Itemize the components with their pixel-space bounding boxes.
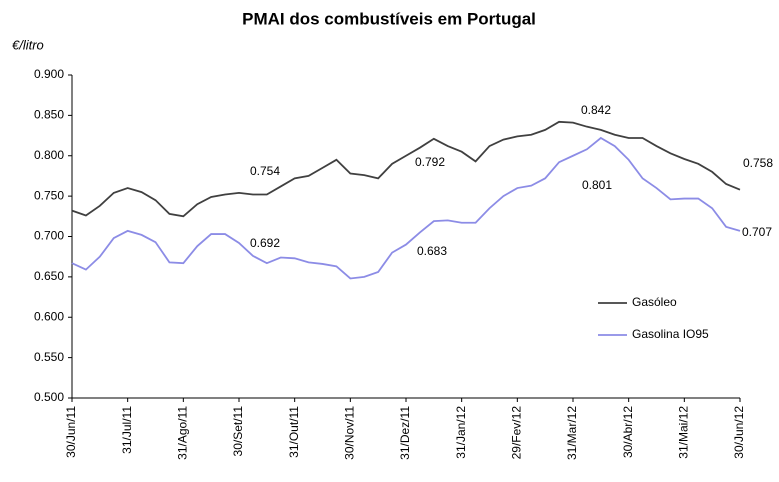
y-tick-label: 0.550 xyxy=(34,350,64,364)
x-tick-label: 30/Jun/12 xyxy=(732,406,746,459)
x-tick-label: 31/Dez/11 xyxy=(398,406,412,460)
x-tick-label: 30/Abr/12 xyxy=(621,406,635,458)
y-tick-label: 0.900 xyxy=(34,67,64,81)
x-tick-label: 31/Mai/12 xyxy=(677,406,691,459)
chart-title: PMAI dos combustíveis em Portugal xyxy=(242,9,536,28)
annotation: 0.842 xyxy=(581,103,611,117)
x-tick-label: 30/Set/11 xyxy=(231,406,245,457)
x-tick-label: 31/Jul/11 xyxy=(120,406,134,454)
y-tick-label: 0.750 xyxy=(34,188,64,202)
x-tick-label: 30/Jun/11 xyxy=(64,406,78,458)
legend-label: Gasóleo xyxy=(632,295,677,309)
y-tick-label: 0.650 xyxy=(34,269,64,283)
annotation: 0.758 xyxy=(743,156,773,170)
y-tick-label: 0.500 xyxy=(34,390,64,404)
annotation: 0.707 xyxy=(742,225,772,239)
series-line xyxy=(71,120,741,218)
x-tick-label: 29/Fev/12 xyxy=(510,406,524,460)
y-tick-label: 0.850 xyxy=(34,108,64,122)
x-tick-label: 31/Jan/12 xyxy=(454,406,468,459)
annotation: 0.683 xyxy=(417,244,447,258)
annotation: 0.754 xyxy=(250,164,280,178)
legend-label: Gasolina IO95 xyxy=(632,327,709,341)
x-tick-label: 31/Ago/11 xyxy=(176,406,190,460)
series-line xyxy=(71,136,741,280)
y-tick-label: 0.600 xyxy=(34,309,64,323)
x-tick-label: 31/Out/11 xyxy=(287,406,301,458)
y-tick-label: 0.700 xyxy=(34,229,64,243)
y-tick-label: 0.800 xyxy=(34,148,64,162)
x-tick-label: 31/Mar/12 xyxy=(565,406,579,460)
annotation: 0.692 xyxy=(250,236,280,250)
annotation: 0.792 xyxy=(415,155,445,169)
annotation: 0.801 xyxy=(582,178,612,192)
x-tick-label: 30/Nov/11 xyxy=(343,406,357,460)
y-axis-label: €/litro xyxy=(12,37,44,52)
